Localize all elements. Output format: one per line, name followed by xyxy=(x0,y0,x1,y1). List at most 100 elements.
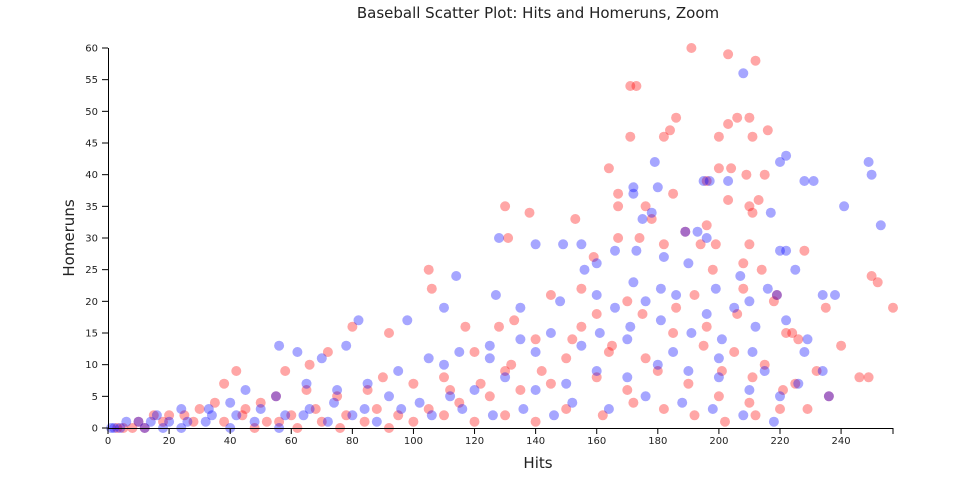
scatter-point xyxy=(720,416,730,427)
scatter-point xyxy=(271,391,281,402)
scatter-point xyxy=(509,315,520,326)
scatter-point xyxy=(555,296,566,307)
scatter-point xyxy=(179,410,190,421)
scatter-point xyxy=(359,416,370,427)
scatter-point xyxy=(414,397,425,408)
scatter-point xyxy=(799,176,810,186)
scatter-point xyxy=(545,378,556,389)
scatter-point xyxy=(603,163,614,174)
scatter-point xyxy=(686,328,697,338)
scatter-point xyxy=(839,201,850,212)
scatter-point xyxy=(274,416,285,427)
scatter-point xyxy=(771,290,782,300)
scatter-point xyxy=(817,366,828,376)
scatter-point xyxy=(408,416,419,427)
scatter-point xyxy=(863,372,874,383)
scatter-point xyxy=(362,378,373,389)
scatter-point xyxy=(310,404,321,414)
scatter-point xyxy=(735,271,746,281)
scatter-point xyxy=(301,378,312,389)
scatter-point xyxy=(622,385,633,395)
y-tick-label: 60 xyxy=(85,44,98,55)
scatter-point xyxy=(655,315,666,326)
scatter-point xyxy=(469,347,480,357)
y-tick-label: 45 xyxy=(85,139,98,150)
scatter-point xyxy=(494,321,504,332)
scatter-point xyxy=(188,416,199,427)
scatter-point xyxy=(576,340,587,351)
scatter-point xyxy=(591,290,602,300)
scatter-point xyxy=(316,353,327,364)
scatter-point xyxy=(231,366,242,376)
scatter-point xyxy=(668,347,679,357)
scatter-point xyxy=(701,321,712,332)
scatter-point xyxy=(866,271,877,281)
scatter-point xyxy=(775,245,785,256)
scatter-point xyxy=(625,321,636,332)
scatter-point xyxy=(775,391,785,402)
scatter-point xyxy=(710,283,721,294)
y-tick-label: 5 xyxy=(92,392,98,403)
scatter-point xyxy=(301,385,312,395)
scatter-point xyxy=(781,315,792,326)
scatter-point xyxy=(393,366,404,376)
scatter-point xyxy=(384,328,394,338)
scatter-point xyxy=(622,296,633,307)
scatter-point xyxy=(487,410,498,421)
scatter-point xyxy=(689,290,700,300)
scatter-point xyxy=(765,207,776,218)
scatter-point xyxy=(652,182,663,193)
scatter-point xyxy=(322,347,333,357)
y-tick-label: 50 xyxy=(85,107,98,118)
scatter-point xyxy=(747,347,758,357)
scatter-point xyxy=(729,302,740,313)
scatter-point xyxy=(710,239,721,250)
scatter-point xyxy=(716,334,727,345)
scatter-point xyxy=(872,277,883,288)
scatter-point xyxy=(799,347,810,357)
scatter-point xyxy=(750,55,761,66)
scatter-point xyxy=(341,410,352,421)
scatter-point xyxy=(396,404,407,414)
scatter-point xyxy=(707,404,718,414)
scatter-point xyxy=(613,188,624,199)
scatter-point xyxy=(408,378,419,389)
scatter-point xyxy=(817,290,828,300)
x-tick-label: 240 xyxy=(832,436,851,447)
scatter-point xyxy=(494,233,504,243)
scatter-point xyxy=(802,334,813,345)
scatter-point xyxy=(738,410,749,421)
scatter-point xyxy=(683,258,694,269)
scatter-point xyxy=(640,201,651,212)
scatter-point xyxy=(671,112,682,123)
scatter-point xyxy=(713,391,724,402)
scatter-point xyxy=(823,391,834,402)
scatter-point xyxy=(500,201,511,212)
scatter-point xyxy=(613,201,624,212)
scatter-point xyxy=(658,131,669,142)
x-axis-ticks: 0 20 40 60 80 100 120 140 160 180 200 220 240 xyxy=(105,428,894,447)
scatter-point xyxy=(347,410,358,421)
scatter-point xyxy=(744,239,755,250)
scatter-point xyxy=(597,410,608,421)
scatter-point xyxy=(671,302,682,313)
scatter-point xyxy=(836,340,847,351)
scatter-point xyxy=(729,347,740,357)
x-tick-label: 20 xyxy=(163,436,176,447)
scatter-point xyxy=(439,359,449,370)
x-tick-label: 40 xyxy=(224,436,237,447)
x-tick-label: 160 xyxy=(587,436,606,447)
scatter-point xyxy=(359,404,370,414)
scatter-point xyxy=(781,328,792,338)
scatter-point xyxy=(454,397,465,408)
scatter-point xyxy=(744,385,755,395)
scatter-point xyxy=(298,410,309,421)
scatter-point xyxy=(744,397,755,408)
scatter-point xyxy=(713,372,724,383)
x-tick-label: 120 xyxy=(465,436,484,447)
scatter-point xyxy=(503,233,514,243)
scatter-point xyxy=(738,283,749,294)
scatter-point xyxy=(771,290,782,300)
scatter-point xyxy=(888,302,898,313)
scatter-point xyxy=(658,239,669,250)
